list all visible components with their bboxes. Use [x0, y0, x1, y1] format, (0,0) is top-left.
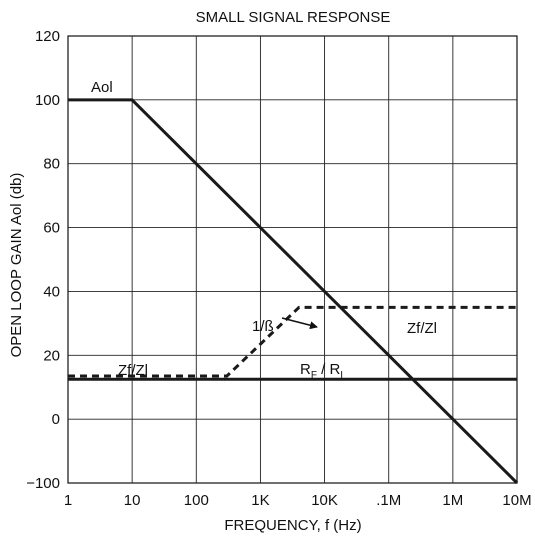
- y-tick-label: −100: [26, 475, 60, 492]
- x-tick-label: 10: [124, 492, 141, 509]
- plot-area: [67, 35, 518, 484]
- y-axis-label: OPEN LOOP GAIN Aol (db): [8, 173, 25, 358]
- rf-subscript: F: [311, 370, 317, 381]
- plot-frame: [67, 35, 518, 484]
- x-tick-label: 10M: [502, 492, 531, 509]
- y-tick-label: 40: [43, 283, 60, 300]
- x-tick-label: .1M: [376, 492, 401, 509]
- grid: [68, 36, 517, 483]
- x-tick-label: 100: [184, 492, 209, 509]
- annotation-beta-arrow: [281, 317, 318, 330]
- y-tick-label: 120: [35, 28, 60, 45]
- annotation-rf-ri: RF / RI: [300, 361, 343, 381]
- x-axis: 1 10 100 1K 10K .1M 1M 10M: [64, 492, 532, 509]
- annotation-zf-right: Zf/Zl: [407, 320, 437, 337]
- chart-title: SMALL SIGNAL RESPONSE: [196, 9, 391, 26]
- y-tick-label: 60: [43, 220, 60, 237]
- x-axis-label: FREQUENCY, f (Hz): [224, 517, 361, 534]
- x-tick-label: 1: [64, 492, 72, 509]
- x-tick-label: 1M: [442, 492, 463, 509]
- annotation-zf-left: Zf/Zl: [118, 362, 148, 379]
- series-group: [68, 98, 519, 485]
- annotation-beta: 1/ß: [252, 318, 274, 335]
- series-line-2: [68, 305, 517, 378]
- y-tick-label: 80: [43, 156, 60, 173]
- ri-subscript: I: [340, 370, 343, 381]
- y-axis: 120 100 80 60 40 20 0 −100: [26, 28, 60, 492]
- ri-label: / R: [317, 361, 341, 378]
- y-tick-label: 100: [35, 92, 60, 109]
- y-tick-label: 20: [43, 347, 60, 364]
- x-tick-label: 1K: [251, 492, 269, 509]
- rf-label: R: [300, 361, 311, 378]
- series-line-1: [68, 98, 519, 485]
- x-tick-label: 10K: [311, 492, 338, 509]
- y-tick-label: 0: [52, 411, 60, 428]
- annotation-aol: Aol: [91, 79, 113, 96]
